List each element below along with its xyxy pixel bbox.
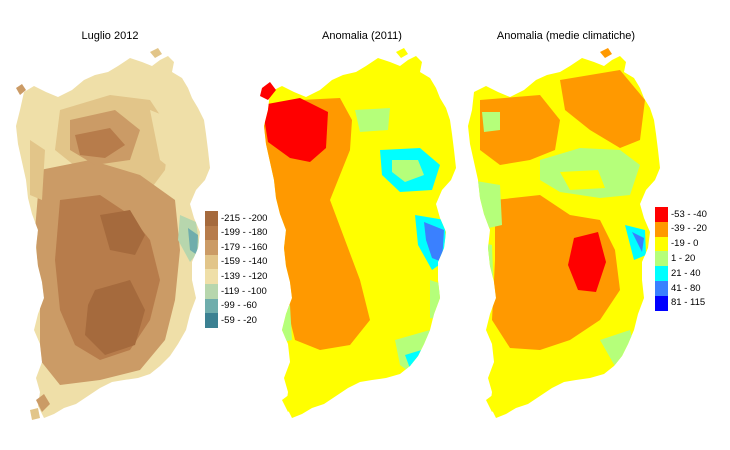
legend-label: -59 - -20 bbox=[221, 314, 257, 326]
legend-label: 21 - 40 bbox=[671, 267, 701, 279]
legend-swatch bbox=[205, 313, 218, 328]
legend-entry: -119 - -100 bbox=[205, 283, 267, 299]
legend-label: -19 - 0 bbox=[671, 238, 699, 250]
legend-entry: -39 - -20 bbox=[655, 221, 707, 237]
legend-label: 41 - 80 bbox=[671, 282, 701, 294]
legend-swatch bbox=[655, 221, 668, 237]
legend-label: -119 - -100 bbox=[221, 285, 267, 297]
legend-swatch bbox=[655, 251, 668, 267]
legend-entry: -159 - -140 bbox=[205, 254, 268, 270]
legend-swatch bbox=[655, 236, 668, 252]
legend-swatch bbox=[205, 283, 218, 299]
legend-swatch bbox=[655, 295, 668, 311]
legend-entry: -19 - 0 bbox=[655, 236, 707, 252]
legend-entry: 1 - 20 bbox=[655, 251, 707, 267]
legend-label: -53 - -40 bbox=[671, 208, 707, 220]
legend-label: -215 - -200 bbox=[221, 212, 268, 224]
legend-swatch bbox=[205, 298, 218, 314]
panel-title-anomalia-medie: Anomalia (medie climatiche) bbox=[496, 30, 636, 42]
legend-entry: -179 - -160 bbox=[205, 240, 267, 255]
legend-swatch bbox=[205, 269, 218, 284]
legend-label: 1 - 20 bbox=[671, 253, 696, 265]
legend-swatch bbox=[655, 266, 668, 281]
legend-entry: -99 - -60 bbox=[205, 298, 267, 314]
legend-label: -179 - -160 bbox=[221, 241, 268, 253]
legend-luglio-2012: -215 - -200 -199 - -180 -179 - -160 -159 - … bbox=[205, 211, 267, 328]
legend-label: -39 - -20 bbox=[671, 223, 707, 235]
legend-swatch bbox=[205, 225, 218, 241]
map-anomalia-2011 bbox=[260, 48, 456, 418]
legend-anomalia: -53 - -40 -39 - -20 -19 - 0 1 - 20 21 - 40 41… bbox=[655, 207, 707, 311]
legend-entry: -139 - -120 bbox=[205, 269, 267, 284]
legend-label: 81 - 115 bbox=[671, 297, 706, 309]
legend-label: -159 - -140 bbox=[221, 256, 268, 268]
legend-entry: 81 - 115 bbox=[655, 295, 707, 311]
legend-swatch bbox=[205, 240, 218, 255]
legend-label: -199 - -180 bbox=[221, 227, 268, 239]
legend-entry: -59 - -20 bbox=[205, 313, 267, 328]
legend-entry: -215 - -200 bbox=[205, 211, 267, 226]
map-luglio-2012 bbox=[16, 48, 210, 420]
map-anomalia-medie-climatiche bbox=[468, 48, 660, 418]
legend-entry: -199 - -180 bbox=[205, 225, 268, 241]
legend-label: -99 - -60 bbox=[221, 300, 257, 312]
panel-title-luglio-2012: Luglio 2012 bbox=[81, 30, 139, 42]
legend-entry: 21 - 40 bbox=[655, 266, 707, 281]
legend-entry: -53 - -40 bbox=[655, 207, 707, 222]
panel-title-anomalia-2011: Anomalia (2011) bbox=[322, 30, 402, 42]
legend-swatch bbox=[205, 211, 218, 226]
legend-swatch bbox=[655, 207, 668, 222]
legend-swatch bbox=[205, 254, 218, 270]
legend-label: -139 - -120 bbox=[221, 270, 268, 282]
legend-swatch bbox=[655, 280, 668, 296]
legend-entry: 41 - 80 bbox=[655, 280, 707, 296]
